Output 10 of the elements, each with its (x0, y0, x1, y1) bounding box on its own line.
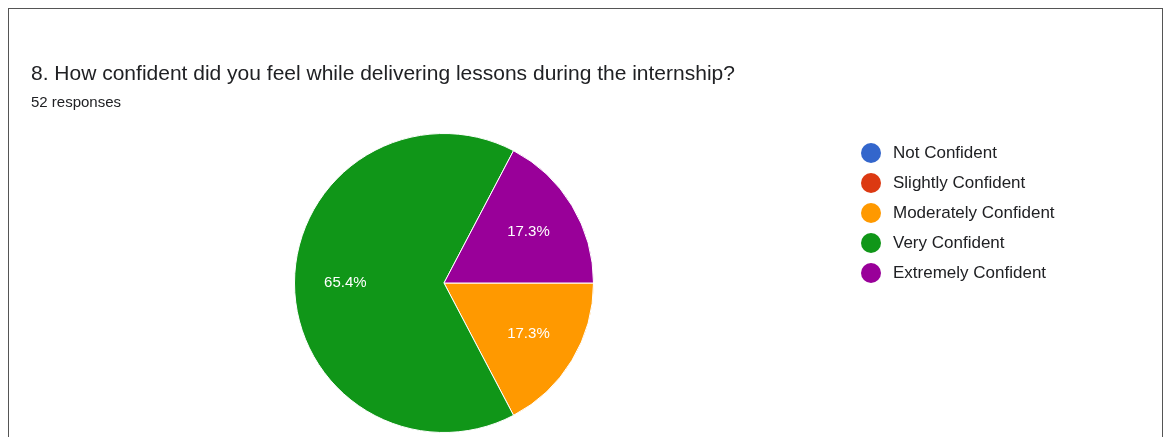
text: 52 responses (31, 93, 122, 110)
data-label: 65.4% (324, 273, 367, 291)
legend-label: Moderately Confident (893, 203, 1055, 223)
chart-title: 8. How confident did you feel while delivering lessons during the internship? (31, 61, 735, 85)
legend-label: Slightly Confident (893, 173, 1026, 193)
data-label: 17.3% (507, 222, 550, 240)
legend-label: Extremely Confident (893, 263, 1047, 283)
legend-label: Not Confident (893, 143, 997, 163)
legend-label: Very Confident (893, 233, 1005, 253)
data-label: 17.3% (507, 324, 550, 342)
